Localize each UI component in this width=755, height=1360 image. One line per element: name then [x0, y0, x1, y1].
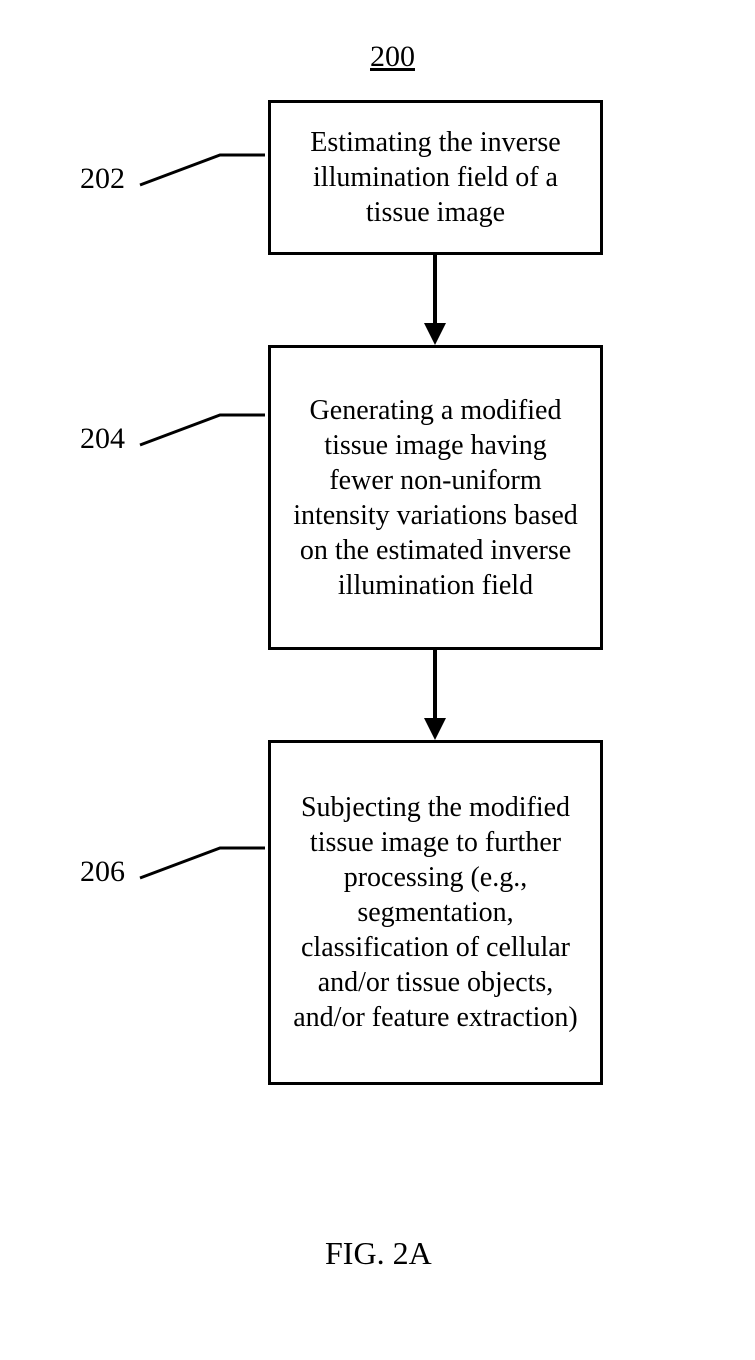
callout-line-206: [0, 0, 755, 1360]
arrow-1-stem: [433, 255, 437, 323]
arrow-down-icon: [424, 323, 446, 345]
arrow-2-stem: [433, 650, 437, 718]
figure-caption: FIG. 2A: [325, 1235, 432, 1272]
arrow-down-icon: [424, 718, 446, 740]
